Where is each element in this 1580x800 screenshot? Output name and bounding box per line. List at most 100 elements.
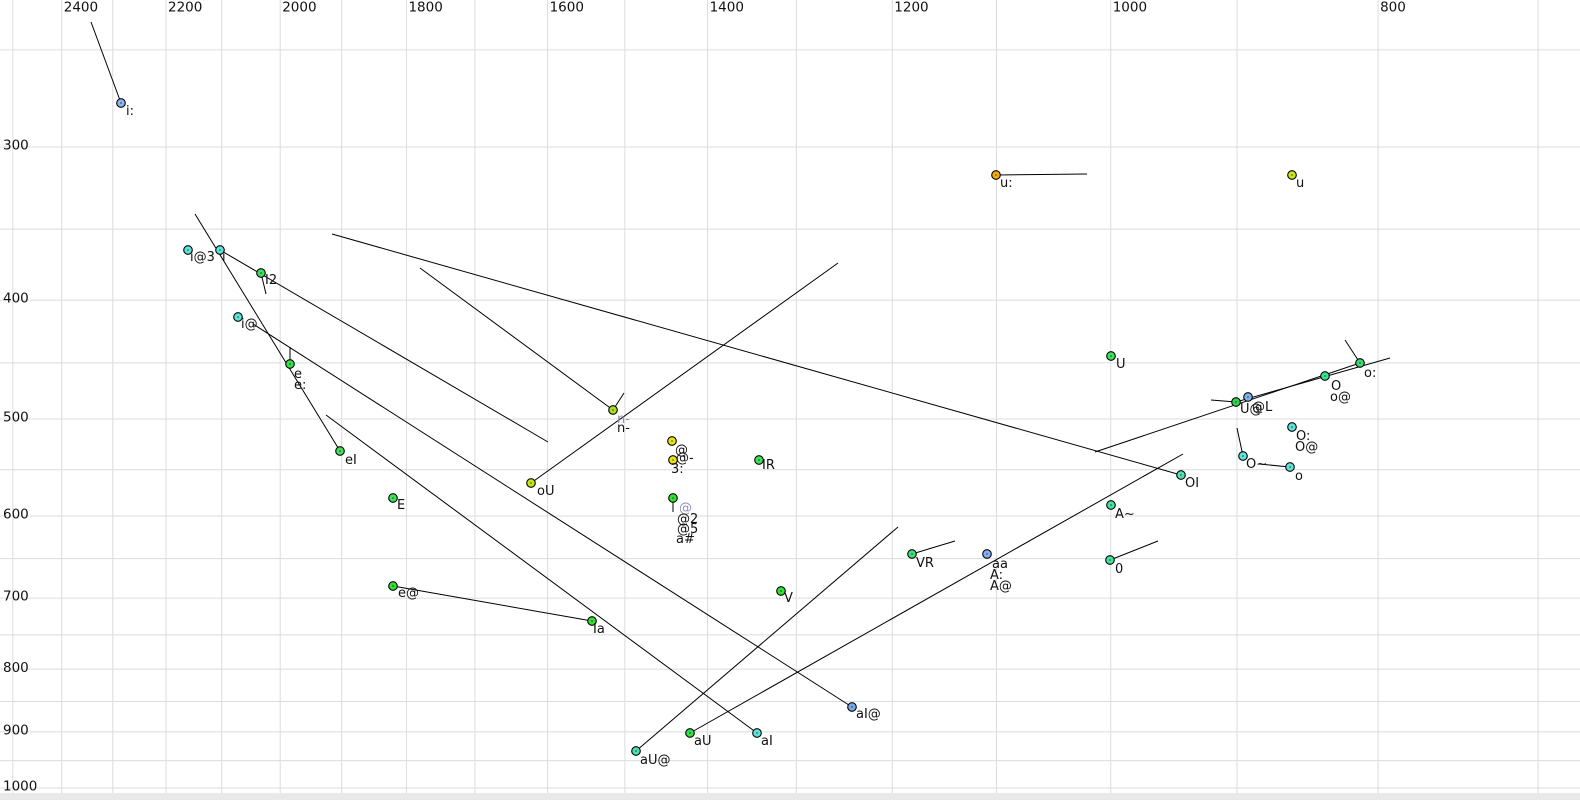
vowel-dot-center-VR [911, 553, 913, 555]
trajectory-line-14 [325, 414, 758, 734]
vowel-dot-center-E [392, 497, 394, 499]
vowel-dot-center-IR [758, 459, 760, 461]
vowel-label-o-long: o: [1364, 366, 1376, 381]
vowel-dot-center-U [1110, 355, 1112, 357]
trajectory-line-17 [1094, 362, 1361, 453]
vowel-dot-center-o-long [1359, 362, 1361, 364]
vowel-label-@: @ [675, 443, 688, 458]
vowel-label-eI: eI [345, 453, 357, 468]
trajectory-line-9 [252, 323, 853, 708]
vowel-dot-center-0 [1109, 559, 1111, 561]
y-axis-tick-label-900: 900 [3, 722, 29, 738]
vowel-dot-center-I2 [260, 272, 262, 274]
y-axis-tick-label-300: 300 [3, 138, 29, 154]
vowel-dot-center-u-long [995, 174, 997, 176]
vowel-dot-center-i [219, 249, 221, 251]
trajectory-line-21 [1258, 463, 1291, 468]
vowel-dot-center-O~ [1242, 455, 1244, 457]
vowel-dot-center-@L [1247, 396, 1249, 398]
vowel-label-u: u [1296, 176, 1304, 191]
vowel-label-O-long-1: O@ [1295, 440, 1318, 455]
vowel-label-VR: VR [916, 556, 934, 571]
vowel-dot-center-aU@ [635, 750, 637, 752]
x-axis-tick-label-2400: 2400 [64, 0, 98, 16]
vowel-label-@L: @L [1252, 400, 1273, 415]
vowel-label-oU: oU [537, 484, 554, 499]
vowel-label-A~: A~ [1115, 507, 1135, 522]
vowel-dot-center-@- [672, 459, 674, 461]
vowel-dot-center-i@ [237, 316, 239, 318]
vowel-dot-center-V [780, 590, 782, 592]
x-axis-tick-label-1400: 1400 [710, 0, 744, 16]
x-axis-tick-label-800: 800 [1380, 0, 1406, 16]
vowel-dot-center-@ [671, 440, 673, 442]
vowel-label-aI: aI [761, 734, 773, 749]
trajectory-line-0 [90, 21, 122, 104]
vowel-dot-center-@2 [672, 497, 674, 499]
vowel-label-e@: e@ [398, 586, 419, 601]
vowel-label-e: e [294, 367, 302, 382]
y-axis-tick-label-500: 500 [3, 410, 29, 426]
vowel-label-@--1: 3: [671, 462, 684, 477]
vowel-label-aI@: aI@ [856, 707, 881, 722]
vowel-dot-center-aI [756, 732, 758, 734]
bottom-edge-strip [0, 793, 1580, 800]
vowel-dot-center-e@ [392, 585, 394, 587]
vowel-label-o: o [1295, 469, 1303, 484]
y-axis-tick-label-800: 800 [3, 660, 29, 676]
trajectory-line-22 [1109, 540, 1159, 561]
trajectory-line-10 [635, 526, 899, 752]
vowel-dot-center-i@3 [187, 249, 189, 251]
y-axis-tick-label-600: 600 [3, 507, 29, 523]
vowel-label-n-: n- [617, 412, 630, 427]
vowel-label-e-1: e: [294, 378, 306, 393]
vowel-dot-center-aI@ [851, 706, 853, 708]
trajectory-line-15 [219, 249, 549, 443]
vowel-label-i@3: i@3 [190, 250, 215, 265]
vowel-label-I2: I2 [265, 273, 277, 288]
vowel-label-O: O [1331, 379, 1341, 394]
vowel-label-aU: aU [694, 734, 711, 749]
vowel-label-aa-2: A@ [990, 579, 1012, 594]
vowel-dot-center-o [1289, 466, 1291, 468]
vowel-label-O~: O~ [1246, 457, 1267, 472]
x-axis-tick-label-1200: 1200 [894, 0, 928, 16]
trajectory-line-11 [911, 540, 956, 555]
y-axis-tick-label-400: 400 [3, 291, 29, 307]
vowel-dot-center-A~ [1110, 504, 1112, 506]
vowel-label-@2-1: @2 [677, 512, 698, 527]
vowel-label-O-1: o@ [1330, 390, 1351, 405]
vowel-label-aU@: aU@ [640, 753, 670, 768]
vowel-dot-center-n- [612, 409, 614, 411]
vowel-label-@2: @ [679, 501, 692, 516]
vowel-label-i@: i@ [241, 317, 258, 332]
vowel-dot-center-e [289, 363, 291, 365]
vowel-label-Ia: Ia [593, 622, 605, 637]
vowel-label-@2-2: @5 [677, 522, 698, 537]
vowel-label-aa: aa [992, 557, 1008, 572]
x-axis-tick-label-1600: 1600 [550, 0, 584, 16]
trajectory-line-13 [392, 585, 593, 622]
vowel-dot-center-eI [339, 450, 341, 452]
vowel-label-O-long: O: [1296, 429, 1310, 444]
vowel-dot-center-u [1291, 174, 1293, 176]
vowel-label-V: V [784, 591, 793, 606]
vowel-label-@2-3: a# [676, 532, 695, 547]
vowel-label-U@: U@ [1240, 402, 1263, 417]
trajectory-line-18 [1235, 357, 1391, 403]
vowel-label-i-long: i: [126, 104, 134, 119]
vowel-dot-center-oU [530, 482, 532, 484]
vowel-dot-center-O [1324, 375, 1326, 377]
trajectory-line-8 [331, 233, 1182, 476]
vowel-label-i: i [222, 250, 226, 265]
vowel-dot-center-OI [1180, 474, 1182, 476]
vowel-label-@-: @- [676, 451, 694, 466]
x-axis-tick-label-2200: 2200 [168, 0, 202, 16]
trajectory-line-1 [995, 173, 1088, 176]
vowel-label-aa-1: A: [990, 568, 1003, 583]
vowel-label-E: E [397, 498, 405, 513]
y-axis-tick-label-1000: 1000 [3, 779, 37, 795]
